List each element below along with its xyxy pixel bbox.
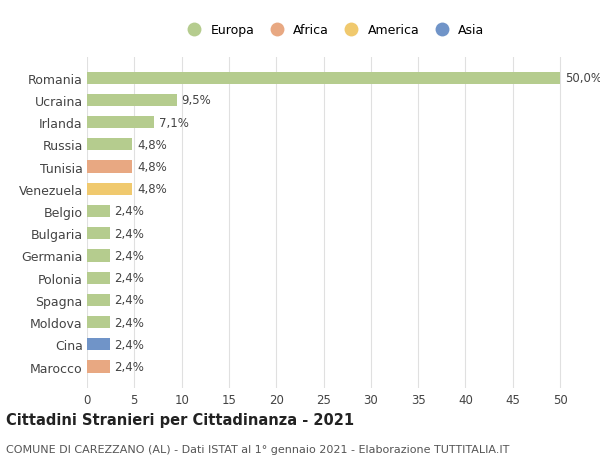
Bar: [87, 338, 110, 351]
Text: 2,4%: 2,4%: [115, 338, 145, 351]
Bar: [87, 183, 133, 196]
Text: 2,4%: 2,4%: [115, 249, 145, 263]
Bar: [87, 139, 133, 151]
Text: 2,4%: 2,4%: [115, 294, 145, 307]
Bar: [87, 95, 177, 107]
Text: 9,5%: 9,5%: [182, 94, 211, 107]
Text: COMUNE DI CAREZZANO (AL) - Dati ISTAT al 1° gennaio 2021 - Elaborazione TUTTITAL: COMUNE DI CAREZZANO (AL) - Dati ISTAT al…: [6, 444, 509, 454]
Bar: [87, 361, 110, 373]
Text: 2,4%: 2,4%: [115, 205, 145, 218]
Text: 2,4%: 2,4%: [115, 316, 145, 329]
Text: 50,0%: 50,0%: [565, 72, 600, 85]
Text: Cittadini Stranieri per Cittadinanza - 2021: Cittadini Stranieri per Cittadinanza - 2…: [6, 412, 354, 427]
Bar: [87, 206, 110, 218]
Text: 4,8%: 4,8%: [137, 161, 167, 174]
Bar: [87, 228, 110, 240]
Text: 2,4%: 2,4%: [115, 227, 145, 240]
Text: 2,4%: 2,4%: [115, 360, 145, 373]
Text: 4,8%: 4,8%: [137, 139, 167, 151]
Bar: [87, 316, 110, 329]
Bar: [87, 117, 154, 129]
Bar: [87, 294, 110, 306]
Bar: [87, 250, 110, 262]
Text: 7,1%: 7,1%: [159, 116, 189, 129]
Text: 2,4%: 2,4%: [115, 272, 145, 285]
Bar: [87, 161, 133, 174]
Legend: Europa, Africa, America, Asia: Europa, Africa, America, Asia: [182, 24, 484, 37]
Text: 4,8%: 4,8%: [137, 183, 167, 196]
Bar: [87, 73, 560, 84]
Bar: [87, 272, 110, 284]
